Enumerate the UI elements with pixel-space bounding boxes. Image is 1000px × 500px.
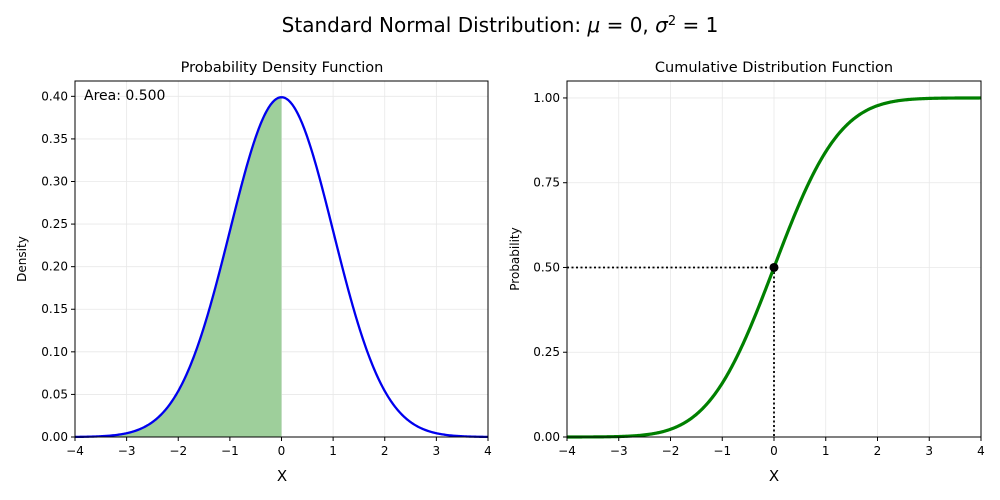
suptitle-mu-eq: = 0, xyxy=(600,13,655,37)
pdf-ytick-label: 0.25 xyxy=(41,217,68,231)
cdf-ytick-label: 0.50 xyxy=(533,260,560,274)
pdf-xtick-label: −3 xyxy=(118,444,136,458)
pdf-title: Probability Density Function xyxy=(181,60,384,76)
cdf-title: Cumulative Distribution Function xyxy=(655,60,893,76)
cdf-xtick-label: −2 xyxy=(662,444,680,458)
suptitle-mu: μ xyxy=(587,13,601,37)
cdf-xtick-label: −1 xyxy=(713,444,731,458)
cdf-ytick-label: 0.00 xyxy=(533,430,560,444)
cdf-xtick-label: 0 xyxy=(770,444,778,458)
pdf-xtick-label: 3 xyxy=(433,444,441,458)
cdf-xtick-label: 1 xyxy=(822,444,830,458)
pdf-ytick-label: 0.35 xyxy=(41,132,68,146)
pdf-xtick-label: 0 xyxy=(278,444,286,458)
pdf-xtick-label: 1 xyxy=(329,444,337,458)
cdf-panel: Cumulative Distribution Function −4 −3 −2−… xyxy=(508,60,985,485)
cdf-xtick-label: −3 xyxy=(610,444,628,458)
pdf-ytick-label: 0.00 xyxy=(41,430,68,444)
cdf-ytick-label: 1.00 xyxy=(533,91,560,105)
pdf-xtick-label: −4 xyxy=(66,444,84,458)
cdf-ticks: −4 −3 −2 −1 0 1 2 3 4 0.00 0.25 0.50 0.75 1.00 xyxy=(533,91,985,458)
cdf-grid xyxy=(566,81,982,438)
pdf-xtick-label: 4 xyxy=(484,444,492,458)
cdf-median-point xyxy=(769,262,779,272)
figure-suptitle: Standard Normal Distribution: μ = 0, σ2 … xyxy=(282,13,719,37)
pdf-xtick-label: −2 xyxy=(169,444,187,458)
cdf-guide-lines xyxy=(567,266,775,437)
pdf-ytick-label: 0.40 xyxy=(41,89,68,103)
suptitle-sigma: σ xyxy=(655,13,669,37)
pdf-ytick-label: 0.15 xyxy=(41,302,68,316)
pdf-shaded-area xyxy=(75,97,282,437)
suptitle-sup: 2 xyxy=(668,14,676,29)
cdf-xtick-label: −4 xyxy=(558,444,576,458)
cdf-xlabel: X xyxy=(769,467,779,485)
cdf-ylabel: Probability xyxy=(508,227,522,290)
cdf-xtick-label: 3 xyxy=(925,444,933,458)
pdf-panel: Probability Density Function −4 −3 −2 −1 0 1 2… xyxy=(15,60,492,485)
pdf-xtick-label: −1 xyxy=(221,444,239,458)
pdf-ytick-label: 0.05 xyxy=(41,387,68,401)
pdf-ticks: −4 −3 −2 −1 0 1 2 3 4 0.00 0.05 0.10 0.15 0.20 0.25 0.3… xyxy=(41,89,492,458)
pdf-ytick-label: 0.20 xyxy=(41,260,68,274)
suptitle-text: Standard Normal Distribution: xyxy=(282,13,588,37)
pdf-ytick-label: 0.10 xyxy=(41,345,68,359)
pdf-xtick-label: 2 xyxy=(381,444,389,458)
cdf-ytick-label: 0.25 xyxy=(533,345,560,359)
pdf-curve xyxy=(74,96,489,439)
pdf-area-annotation: Area: 0.500 xyxy=(84,88,165,104)
pdf-ylabel: Density xyxy=(15,236,29,282)
cdf-ytick-label: 0.75 xyxy=(533,176,560,190)
cdf-xtick-label: 2 xyxy=(874,444,882,458)
pdf-xlabel: X xyxy=(277,467,287,485)
pdf-ytick-label: 0.30 xyxy=(41,174,68,188)
suptitle-sigma-eq: = 1 xyxy=(676,13,718,37)
cdf-xtick-label: 4 xyxy=(977,444,985,458)
